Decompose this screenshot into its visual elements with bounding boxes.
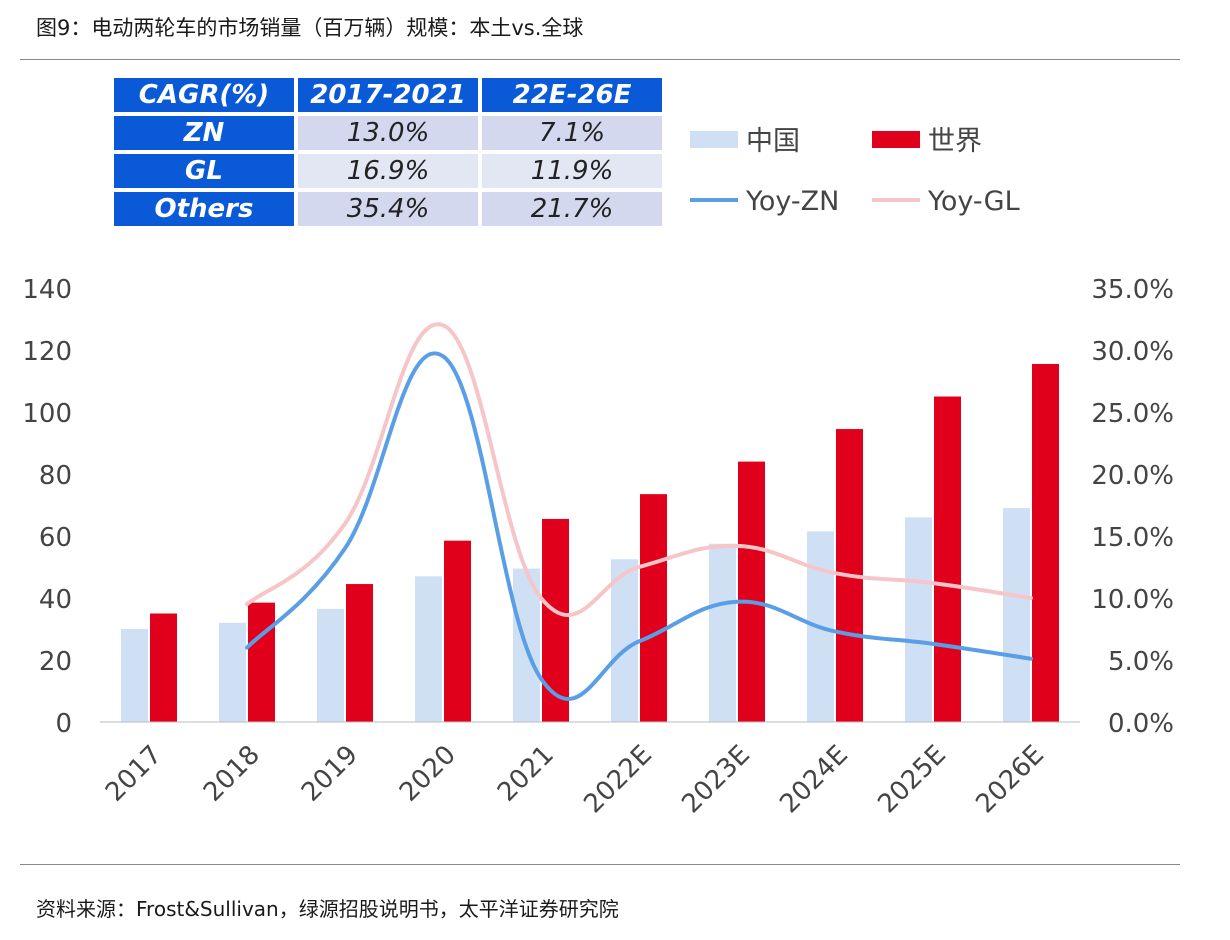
y-right-tick-label: 35.0% bbox=[1091, 275, 1174, 305]
bottom-divider bbox=[20, 864, 1180, 865]
x-tick-label: 2024E bbox=[774, 740, 854, 820]
y-right-tick-label: 30.0% bbox=[1091, 337, 1174, 367]
source-note: 资料来源：Frost&Sullivan，绿源招股说明书，太平洋证券研究院 bbox=[36, 897, 619, 921]
cagr-table-header-row: CAGR(%) 2017-2021 22E-26E bbox=[114, 78, 662, 112]
top-divider bbox=[20, 59, 1180, 60]
cagr-table-row: GL 16.9% 11.9% bbox=[114, 154, 662, 188]
legend-yoy-zn-label: Yoy-ZN bbox=[745, 186, 839, 217]
bar-world bbox=[934, 396, 961, 722]
cagr-table: CAGR(%) 2017-2021 22E-26E ZN 13.0% 7.1% … bbox=[110, 74, 666, 230]
y-left-tick-label: 140 bbox=[22, 275, 72, 305]
y-right-tick-label: 20.0% bbox=[1091, 461, 1174, 491]
bar-china bbox=[1003, 508, 1030, 722]
legend-yoy-gl-label: Yoy-GL bbox=[927, 186, 1020, 217]
bar-china bbox=[317, 608, 344, 722]
bar-world bbox=[738, 461, 765, 722]
cagr-row-label: Others bbox=[114, 192, 294, 226]
bar-china bbox=[121, 629, 148, 722]
y-right-tick-label: 5.0% bbox=[1108, 647, 1174, 677]
y-left-tick-label: 40 bbox=[39, 585, 72, 615]
bar-china bbox=[611, 559, 638, 722]
bar-world bbox=[346, 584, 373, 722]
y-left-tick-label: 120 bbox=[22, 337, 72, 367]
y-left-tick-label: 60 bbox=[39, 523, 72, 553]
y-right-tick-label: 10.0% bbox=[1091, 585, 1174, 615]
y-left-tick-label: 0 bbox=[55, 709, 72, 739]
x-tick-label: 2018 bbox=[198, 740, 266, 808]
bar-china bbox=[905, 517, 932, 722]
y-left-tick-label: 100 bbox=[22, 399, 72, 429]
y-left-tick-label: 20 bbox=[39, 647, 72, 677]
bar-world bbox=[1032, 363, 1059, 722]
cagr-row-value-1: 16.9% bbox=[298, 154, 478, 188]
bar-china bbox=[415, 576, 442, 722]
bar-world bbox=[542, 518, 569, 722]
bar-world bbox=[444, 540, 471, 722]
x-tick-label: 2019 bbox=[296, 740, 364, 808]
x-tick-label: 2021 bbox=[492, 740, 560, 808]
x-tick-label: 2022E bbox=[578, 740, 658, 820]
cagr-row-value-2: 7.1% bbox=[482, 116, 662, 150]
legend-world-label: 世界 bbox=[928, 126, 982, 157]
x-tick-label: 2025E bbox=[872, 740, 952, 820]
x-tick-label: 2020 bbox=[394, 740, 462, 808]
bar-world bbox=[150, 613, 177, 722]
cagr-row-label: ZN bbox=[114, 116, 294, 150]
cagr-row-value-2: 11.9% bbox=[482, 154, 662, 188]
y-left-tick-label: 80 bbox=[39, 461, 72, 491]
legend-china-label: 中国 bbox=[746, 126, 800, 157]
cagr-row-value-1: 13.0% bbox=[298, 116, 478, 150]
cagr-row-label: GL bbox=[114, 154, 294, 188]
cagr-header-period-1: 2017-2021 bbox=[298, 78, 478, 112]
cagr-header-label: CAGR(%) bbox=[114, 78, 294, 112]
cagr-header-period-2: 22E-26E bbox=[482, 78, 662, 112]
x-tick-label: 2023E bbox=[676, 740, 756, 820]
x-tick-label: 2026E bbox=[970, 740, 1050, 820]
cagr-row-value-1: 35.4% bbox=[298, 192, 478, 226]
line-yoy-gl bbox=[245, 322, 1033, 617]
figure-title: 图9：电动两轮车的市场销量（百万辆）规模：本土vs.全球 bbox=[36, 16, 584, 40]
bar-china bbox=[709, 543, 736, 722]
x-tick-label: 2017 bbox=[100, 740, 168, 808]
bar-world bbox=[640, 494, 667, 722]
legend-world-swatch bbox=[872, 131, 920, 148]
cagr-row-value-2: 21.7% bbox=[482, 192, 662, 226]
y-right-tick-label: 0.0% bbox=[1108, 709, 1174, 739]
bar-world bbox=[248, 602, 275, 722]
legend-china-swatch bbox=[690, 131, 738, 148]
cagr-table-row: Others 35.4% 21.7% bbox=[114, 192, 662, 226]
bar-china bbox=[219, 622, 246, 722]
y-right-tick-label: 25.0% bbox=[1091, 399, 1174, 429]
line-yoy-zn bbox=[245, 351, 1033, 701]
cagr-table-row: ZN 13.0% 7.1% bbox=[114, 116, 662, 150]
y-right-tick-label: 15.0% bbox=[1091, 523, 1174, 553]
